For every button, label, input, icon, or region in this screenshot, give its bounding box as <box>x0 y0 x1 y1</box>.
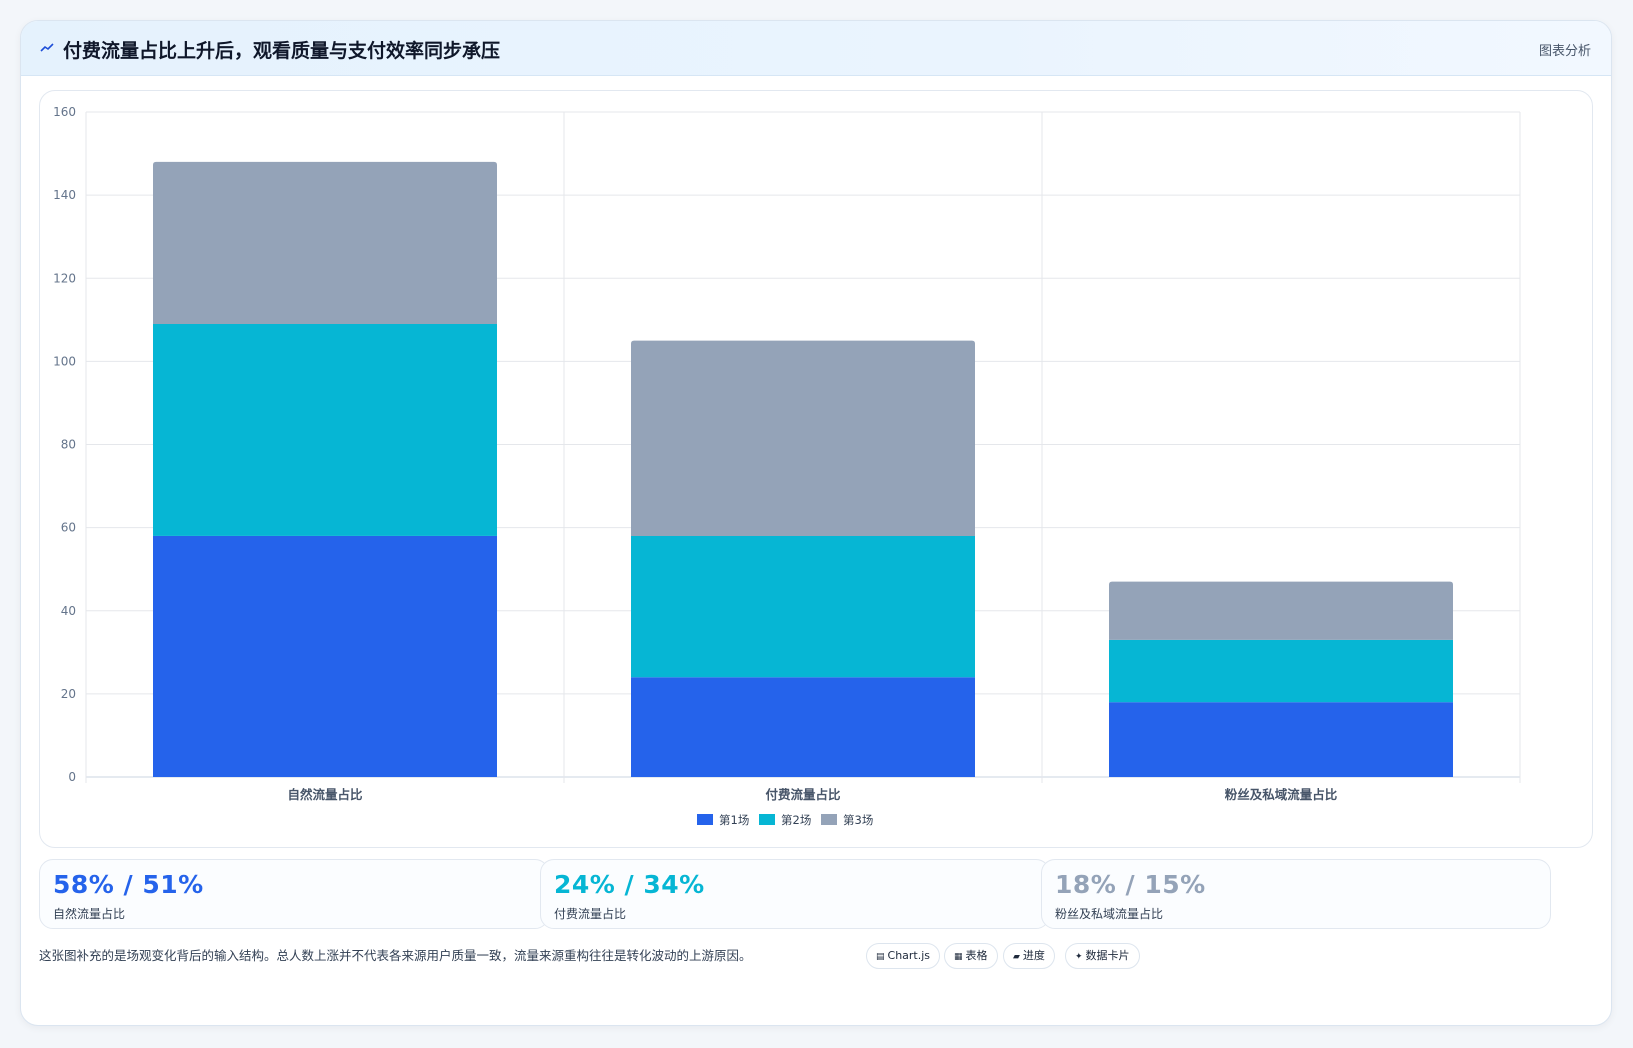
bar-segment <box>1109 581 1453 640</box>
trend-icon <box>40 43 54 52</box>
chart-card: 付费流量占比上升后，观看质量与支付效率同步承压 图表分析 0 20 40 60 80 10… <box>20 20 1612 1026</box>
legend-label: 第1场 <box>719 813 749 827</box>
bar-segment <box>153 323 497 536</box>
page-title: 付费流量占比上升后，观看质量与支付效率同步承压 <box>63 40 501 62</box>
bar-segment <box>631 535 975 678</box>
chart-panel: 0 20 40 60 80 100 120 140 160 自然流量占比 付费流量占比 粉丝及私域流量… <box>39 90 1593 848</box>
y-tick-label: 60 <box>61 521 76 535</box>
stat-value: 18% / 15% <box>1055 870 1206 899</box>
stat-card-natural: 58% / 51% 自然流量占比 <box>39 859 549 929</box>
chip-label: 进度 <box>1022 949 1045 962</box>
bar-segment <box>631 677 975 777</box>
footnote: 这张图补充的是场观变化背后的输入结构。总人数上涨并不代表各来源用户质量一致，流量… <box>39 948 752 963</box>
bar-segment <box>1109 639 1453 703</box>
bar-segment <box>1109 702 1453 777</box>
stat-value: 24% / 34% <box>554 870 705 899</box>
stat-card-paid: 24% / 34% 付费流量占比 <box>540 859 1050 929</box>
chip-label: Chart.js <box>887 949 931 962</box>
x-tick-label: 粉丝及私域流量占比 <box>1225 787 1338 802</box>
y-tick-label: 0 <box>68 770 76 784</box>
chip-table[interactable]: ▦ 表格 <box>944 943 998 969</box>
table-icon: ▦ <box>954 952 963 962</box>
stat-label: 自然流量占比 <box>53 907 126 921</box>
stacked-bar-chart: 0 20 40 60 80 100 120 140 160 自然流量占比 付费流量占比 粉丝及私域流量… <box>53 105 1521 827</box>
legend-swatch <box>821 814 837 825</box>
chip-label: 数据卡片 <box>1085 949 1130 962</box>
y-tick-label: 160 <box>53 105 76 119</box>
legend-label: 第2场 <box>781 813 811 827</box>
bar-segment <box>631 340 975 536</box>
stat-label: 付费流量占比 <box>554 907 627 921</box>
sparkle-icon: ✦ <box>1075 952 1083 962</box>
chip-progress[interactable]: ▰ 进度 <box>1003 943 1055 969</box>
y-tick-label: 140 <box>53 188 76 202</box>
y-tick-label: 20 <box>61 687 76 701</box>
chip-data-card[interactable]: ✦ 数据卡片 <box>1065 943 1140 969</box>
chip-chartjs[interactable]: ▤ Chart.js <box>866 943 941 969</box>
legend-swatch <box>697 814 713 825</box>
progress-icon: ▰ <box>1013 952 1020 962</box>
stat-label: 粉丝及私域流量占比 <box>1055 907 1164 921</box>
y-tick-label: 100 <box>53 354 76 368</box>
legend-swatch <box>759 814 775 825</box>
legend-label: 第3场 <box>843 813 873 827</box>
bar-segment <box>153 161 497 324</box>
y-tick-label: 40 <box>61 604 76 618</box>
stat-cards: 58% / 51% 自然流量占比 24% / 34% 付费流量占比 18% / … <box>39 859 1593 931</box>
bar-segment <box>153 535 497 777</box>
stat-card-private: 18% / 15% 粉丝及私域流量占比 <box>1041 859 1551 929</box>
chart-icon: ▤ <box>876 952 885 962</box>
stat-value: 58% / 51% <box>53 870 204 899</box>
x-tick-label: 自然流量占比 <box>287 787 363 802</box>
section-tag: 图表分析 <box>1538 44 1591 59</box>
chip-label: 表格 <box>965 949 988 962</box>
x-tick-label: 付费流量占比 <box>765 787 841 802</box>
y-tick-label: 120 <box>53 271 76 285</box>
y-tick-label: 80 <box>61 438 76 452</box>
card-header: 付费流量占比上升后，观看质量与支付效率同步承压 图表分析 <box>21 21 1611 76</box>
